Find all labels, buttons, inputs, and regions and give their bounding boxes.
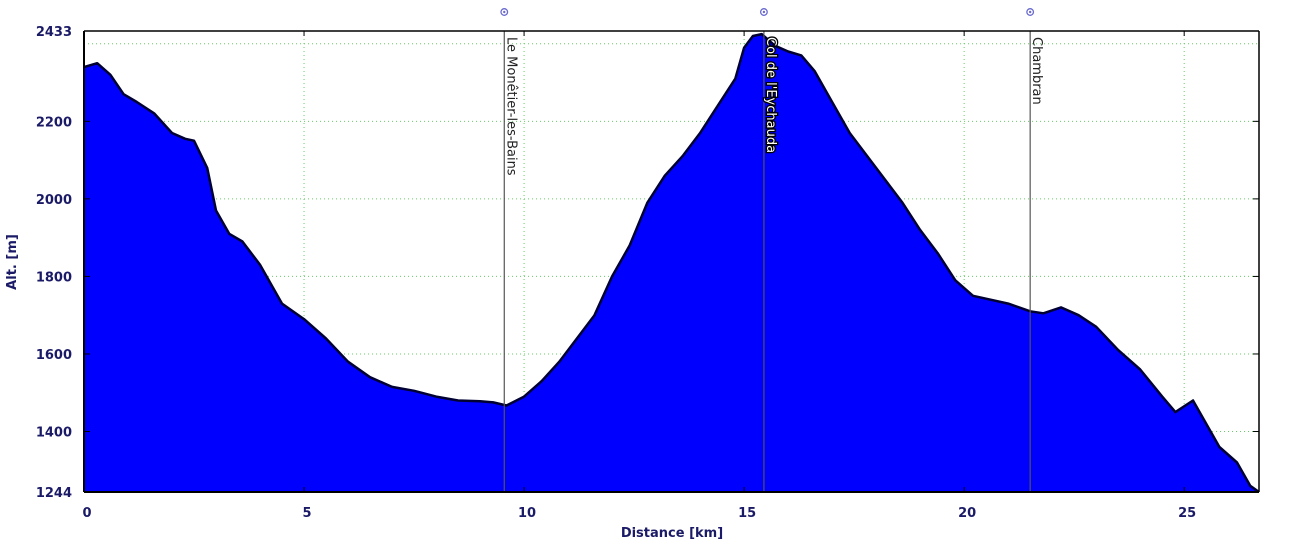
waypoint-label: Col de l'Eychauda (763, 37, 778, 153)
x-tick-label: 5 (303, 506, 312, 521)
waypoint-marker-dot (503, 10, 506, 14)
x-tick-label: 10 (518, 506, 536, 521)
axes (83, 30, 1260, 493)
waypoints: Le Monêtier-les-Bains Col de l'Eychauda Ch… (500, 8, 1044, 492)
x-tick-label: 15 (738, 506, 756, 521)
elevation-area (83, 32, 1260, 494)
tick-labels: 0 5 10 15 20 25 1244 1400 1600 1800 2000 2200 2433 (36, 25, 1196, 521)
waypoint-marker-dot (762, 10, 766, 14)
waypoint-marker-dot (1028, 10, 1032, 14)
y-tick-label: 1800 (36, 270, 72, 285)
y-tick-label: 1600 (36, 348, 72, 363)
x-tick-label: 20 (958, 506, 976, 521)
y-tick-label: 2200 (36, 115, 72, 130)
elevation-fill (84, 34, 1259, 492)
x-tick-label: 25 (1178, 506, 1196, 521)
y-tick-label: 1400 (36, 426, 72, 441)
y-tick-label: 2433 (36, 25, 72, 40)
y-axis-label: Alt. [m] (5, 234, 20, 290)
elevation-line (83, 32, 1260, 494)
x-tick-label: 0 (82, 506, 91, 521)
y-tick-label: 1244 (36, 486, 72, 501)
waypoint-label: Le Monêtier-les-Bains (503, 37, 518, 176)
waypoint-label: Chambran (1029, 37, 1044, 105)
y-tick-label: 2000 (36, 193, 72, 208)
x-axis-label: Distance [km] (621, 526, 723, 541)
